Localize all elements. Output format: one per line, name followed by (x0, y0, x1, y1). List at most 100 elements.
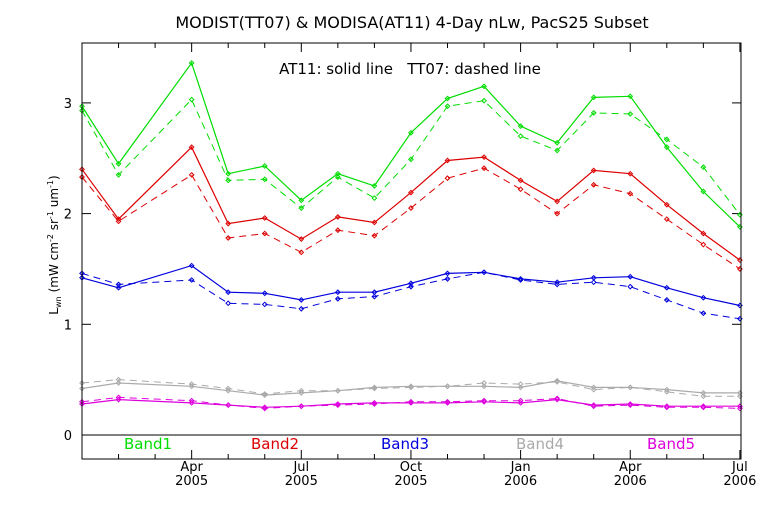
band2-dashed-point (700, 241, 707, 248)
band2-dashed-point (590, 181, 597, 188)
band2-dashed-point (517, 186, 524, 193)
band3-dashed-point (700, 310, 707, 317)
band2-solid-point (225, 220, 232, 227)
band3-solid-point (115, 284, 122, 291)
band2-dashed-point (225, 235, 232, 241)
band5-solid-point (627, 401, 634, 407)
band2-dashed-point (627, 190, 634, 197)
band4-solid-point (371, 384, 378, 391)
band5-dashed-point (261, 405, 268, 412)
band2-solid-point (334, 214, 341, 220)
band5-dashed-point (590, 403, 597, 410)
band3-solid-point (663, 284, 670, 291)
band2-solid-point (590, 167, 597, 174)
band5-dashed-point (408, 398, 414, 405)
band-legend: Band1 Band2 Band3 Band4 Band5 (124, 435, 695, 453)
band3-dashed-point (334, 295, 341, 302)
band5-dashed-line (81, 396, 740, 409)
legend-band3: Band3 (381, 435, 429, 453)
band2-dashed-point (444, 175, 451, 182)
band3-dashed-point (225, 300, 232, 307)
band4-solid-point (554, 377, 561, 384)
band5-dashed-point (225, 402, 232, 409)
band3-solid-point (444, 270, 451, 277)
band2-dashed-point (188, 171, 195, 178)
band1-dashed-point (408, 156, 414, 163)
band1-dashed-point (261, 176, 268, 183)
x-tick-year: 2006 (614, 474, 647, 489)
band3-solid-point (627, 273, 634, 280)
band5-dashed-point (188, 397, 195, 404)
series-lines (79, 60, 743, 412)
band1-solid-point (627, 93, 634, 100)
band5-dashed-point (700, 404, 707, 411)
line-style-annotation: AT11: solid line TT07: dashed line (279, 60, 541, 78)
band3-solid-point (554, 279, 561, 286)
band1-dashed-point (115, 171, 122, 178)
band1-solid-point (517, 123, 524, 130)
band3-solid-point (517, 276, 524, 282)
band4-dashed-point (700, 393, 707, 400)
band2-solid-point (627, 170, 634, 177)
band4-dashed-point (444, 383, 451, 390)
x-tick-month: Oct (400, 460, 422, 475)
band1-dashed-point (627, 111, 634, 117)
band3-solid-point (298, 297, 305, 303)
x-tick-month: Apr (180, 460, 203, 475)
band2-solid-point (700, 230, 707, 237)
y-tick-label: 2 (64, 208, 72, 223)
band1-solid-point (298, 197, 305, 204)
band1-solid-point (481, 83, 487, 90)
band5-dashed-point (115, 394, 122, 401)
band3-solid-point (188, 262, 195, 269)
band5-dashed-point (371, 401, 378, 407)
band4-dashed-line (81, 379, 740, 397)
band3-dashed-point (554, 281, 561, 288)
x-tick-year: 2006 (723, 474, 756, 489)
x-tick-month: Jul (292, 460, 309, 475)
band5-dashed-point (481, 397, 487, 404)
band5-dashed-point (298, 403, 305, 410)
legend-band5: Band5 (647, 435, 695, 453)
band4-dashed-point (188, 381, 195, 387)
band2-dashed-point (371, 232, 378, 239)
band3-dashed-point (261, 301, 268, 308)
band1-solid-line (81, 61, 741, 228)
band1-dashed-point (371, 195, 378, 202)
band4-dashed-point (663, 388, 670, 395)
band2-dashed-point (334, 227, 341, 234)
band2-solid-point (408, 189, 414, 196)
band3-dashed-point (590, 279, 597, 286)
x-tick-year: 2006 (504, 474, 537, 489)
band2-dashed-point (261, 230, 268, 237)
band4-dashed-point (371, 385, 378, 392)
band3-solid-point (225, 289, 232, 296)
band2-dashed-point (298, 249, 305, 256)
band1-dashed-point (590, 109, 597, 116)
band5-solid-point (334, 401, 341, 407)
band2-dashed-point (408, 205, 414, 211)
band3-dashed-point (298, 305, 305, 312)
band2-solid-point (298, 236, 305, 242)
band1-dashed-point (663, 136, 670, 143)
band5-solid-point (517, 399, 524, 406)
band4-solid-point (298, 390, 305, 396)
x-tick-year: 2005 (285, 474, 318, 489)
band3-dashed-point (481, 269, 487, 276)
band1-solid-point (188, 60, 195, 66)
band2-solid-point (481, 154, 487, 161)
band4-dashed-point (481, 380, 487, 386)
x-tick-year: 2005 (175, 474, 208, 489)
band4-solid-point (590, 384, 597, 391)
x-tick-month: Apr (619, 460, 642, 475)
x-tick-month: Jan (510, 460, 531, 475)
band4-dashed-point (408, 384, 414, 391)
band1-solid-point (590, 94, 597, 101)
y-axis-label: Lwn(mW cm-2 sr-1 um-1) (46, 175, 63, 314)
band3-dashed-point (188, 277, 195, 283)
band2-dashed-line (81, 167, 741, 270)
band1-solid-point (663, 144, 670, 151)
band5-solid-point (590, 402, 597, 409)
band1-solid-point (225, 170, 232, 177)
y-tick-label: 0 (64, 429, 72, 444)
